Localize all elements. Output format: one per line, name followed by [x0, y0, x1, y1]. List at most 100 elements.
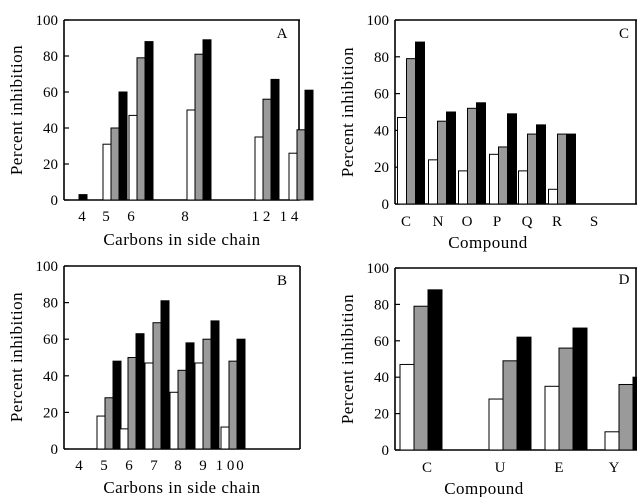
y-tick-label: 40 [374, 370, 389, 386]
panel-letter: B [277, 273, 287, 289]
x-tick-label: Y [609, 460, 620, 476]
y-tick-label: 60 [374, 87, 389, 103]
y-tick-label: 80 [374, 297, 389, 313]
bar-a-6-s3 [144, 41, 154, 201]
bar-a-8-s1 [186, 109, 196, 201]
bar-d-C-s1 [399, 363, 415, 451]
x-tick-label: U [495, 460, 506, 476]
bar-a-5-s3 [118, 91, 128, 201]
bar-a-14-s3 [304, 89, 314, 201]
bar-b-9-s2 [202, 338, 212, 450]
bar-d-U-s3 [516, 336, 532, 451]
bar-c-Q-s1 [518, 170, 528, 205]
chart-panel-c: 0 20 40 60 80 100 C N O P Q R S Compound Percent inhib… [338, 13, 637, 252]
bar-b-8-s3 [185, 342, 195, 450]
bar-b-8-s1 [169, 391, 179, 450]
y-tick-label: 20 [374, 160, 389, 176]
x-tick-label: 0 [236, 458, 244, 474]
x-tick-label: 6 [125, 458, 133, 474]
x-tick-label: S [590, 214, 598, 230]
bar-c-R-s1 [548, 188, 558, 205]
x-tick-label: 1 2 [252, 209, 271, 225]
bar-d-Y-s3 [632, 376, 637, 451]
y-tick-label: 0 [382, 443, 390, 459]
bar-b-9-s3 [210, 320, 220, 450]
x-axis-label: Compound [444, 479, 524, 497]
bar-d-Y-s1 [604, 431, 620, 451]
bar-c-Q-s2 [527, 133, 537, 205]
bar-c-R-s2 [557, 133, 567, 205]
bar-d-E-s3 [572, 327, 588, 451]
bar-c-N-s3 [446, 111, 456, 205]
y-axis-label: Percent inhibition [338, 294, 357, 424]
bar-a-5-s1 [102, 143, 112, 201]
chart-panel-d: 0 20 40 60 80 100 C U E Y Compound Percent inhibiti… [338, 261, 637, 497]
bar-d-Y-s2 [618, 383, 634, 451]
bar-d-U-s1 [488, 398, 504, 451]
bar-a-14-s1 [288, 152, 298, 201]
bar-b-6-s2 [127, 357, 137, 450]
bar-c-N-s2 [437, 120, 447, 205]
bar-a-5-s2 [110, 127, 120, 201]
bar-a-8-s2 [194, 53, 204, 201]
x-tick-label: 9 [199, 458, 207, 474]
bar-c-C-s2 [406, 58, 416, 205]
bar-b-7-s2 [152, 322, 162, 450]
y-tick-label: 60 [43, 332, 58, 348]
bar-b-6-s1 [119, 428, 129, 450]
bar-b-8-s2 [177, 369, 187, 450]
y-tick-label: 80 [43, 49, 58, 65]
x-tick-label: 8 [181, 209, 189, 225]
x-tick-label: N [433, 214, 444, 230]
y-tick-label: 100 [36, 13, 59, 29]
y-axis-label: Percent inhibition [7, 45, 26, 175]
bar-a-14-s2 [296, 129, 306, 201]
y-tick-label: 0 [382, 197, 390, 213]
bar-a-12-s2 [262, 98, 272, 201]
bar-a-12-s3 [270, 78, 280, 201]
bar-d-E-s2 [558, 347, 574, 451]
bar-a-12-s1 [254, 136, 264, 201]
bar-c-O-s3 [476, 102, 486, 205]
bar-b-5-s2 [104, 397, 114, 450]
bar-b-6-s3 [135, 333, 145, 450]
bar-b-9-s1 [194, 362, 204, 450]
y-tick-label: 40 [43, 121, 58, 137]
x-tick-label: O [462, 214, 473, 230]
y-tick-label: 20 [374, 407, 389, 423]
y-tick-label: 0 [51, 193, 59, 209]
bar-c-Q-s3 [536, 124, 546, 205]
bar-b-5-s3 [112, 360, 122, 450]
x-tick-label: 1 0 [216, 458, 235, 474]
bar-a-6-s2 [136, 57, 146, 201]
bar-b-10-s1 [220, 426, 230, 450]
bar-a-8-s3 [202, 39, 212, 201]
y-tick-label: 80 [374, 50, 389, 66]
x-tick-label: 8 [174, 458, 182, 474]
bar-a-4-s3 [78, 194, 88, 201]
x-tick-label: C [401, 214, 411, 230]
y-tick-label: 40 [43, 369, 58, 385]
x-tick-label: 6 [127, 209, 135, 225]
bar-b-10-s3 [236, 338, 246, 450]
x-tick-label: Q [522, 214, 533, 230]
y-tick-label: 60 [374, 334, 389, 350]
chart-panel-a: 0 20 40 60 80 100 4 5 6 8 1 2 1 4 Carbons in side ch… [7, 13, 314, 249]
x-tick-label: 1 4 [280, 209, 299, 225]
y-tick-label: 40 [374, 123, 389, 139]
panel-letter: C [619, 26, 629, 42]
x-tick-label: 4 [75, 458, 83, 474]
x-tick-label: P [493, 214, 501, 230]
bar-b-5-s1 [96, 415, 106, 450]
x-tick-label: 5 [102, 209, 110, 225]
y-tick-label: 80 [43, 296, 58, 312]
x-tick-label: 5 [100, 458, 108, 474]
bar-c-P-s2 [498, 146, 508, 205]
bar-c-R-s3 [566, 133, 576, 205]
x-axis-label: Compound [448, 233, 528, 252]
x-tick-label: 4 [78, 209, 86, 225]
bar-b-10-s2 [228, 360, 238, 450]
bar-c-O-s1 [458, 170, 468, 205]
y-tick-label: 100 [367, 261, 390, 277]
y-tick-label: 100 [36, 259, 59, 275]
